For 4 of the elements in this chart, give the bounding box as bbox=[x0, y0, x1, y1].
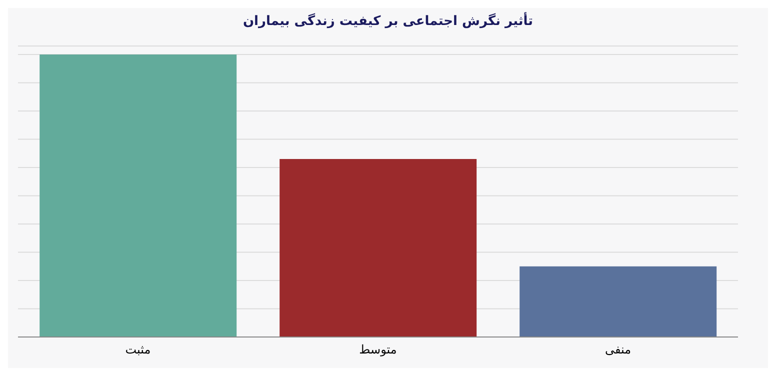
x-tick-label: منفی bbox=[604, 342, 632, 357]
x-tick-label: متوسط bbox=[359, 342, 397, 357]
chart-title: تأثیر نگرش اجتماعی بر کیفیت زندگی بیماران bbox=[242, 11, 534, 31]
x-tick-label: مثبت bbox=[125, 342, 151, 357]
